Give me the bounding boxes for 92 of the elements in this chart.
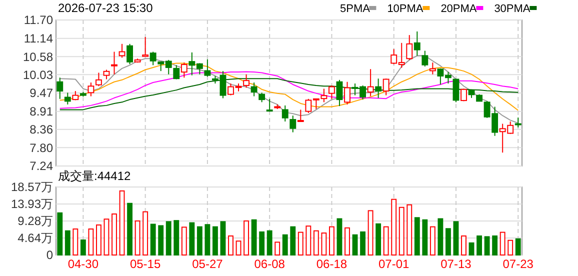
candlestick — [103, 69, 110, 80]
y-tick-label: 9.28万 — [18, 214, 53, 228]
x-tick-label: 05-15 — [130, 257, 161, 271]
legend-label: 20PMA — [440, 3, 478, 15]
bar — [259, 231, 265, 256]
candlestick — [429, 62, 436, 75]
candlestick — [452, 78, 460, 103]
candlestick — [96, 72, 102, 87]
candlestick — [382, 78, 390, 96]
y-tick-label: 10.58 — [22, 50, 54, 64]
candlestick — [250, 82, 258, 97]
bar — [174, 220, 180, 256]
bar — [515, 238, 521, 256]
bar — [166, 221, 172, 256]
candlestick — [266, 98, 273, 112]
candlestick — [406, 34, 413, 60]
bar — [414, 217, 420, 256]
candlestick — [375, 78, 382, 98]
candlestick — [328, 84, 335, 100]
bar — [251, 219, 257, 256]
y-tick-label: 7.80 — [30, 140, 54, 155]
bar — [422, 219, 428, 256]
legend-label: 5PMA — [340, 3, 371, 15]
bar — [376, 223, 382, 256]
bar — [266, 230, 272, 256]
x-tick-label: 07-01 — [378, 257, 410, 271]
x-tick-label: 06-18 — [316, 257, 348, 271]
candlestick — [297, 109, 304, 122]
bar — [282, 234, 288, 256]
legend-label: 30PMA — [494, 3, 531, 15]
y-tick-label: 10.03 — [22, 68, 54, 82]
bar — [438, 218, 444, 256]
candlestick — [514, 117, 522, 128]
bar — [336, 218, 342, 256]
y-tick-label: 7.24 — [30, 159, 54, 174]
bar — [290, 226, 296, 256]
y-tick-label: 11.14 — [24, 32, 54, 46]
bar — [57, 212, 63, 256]
candlestick — [282, 104, 288, 122]
candlestick — [180, 62, 188, 78]
bar — [360, 231, 366, 256]
x-tick-label: 07-23 — [502, 257, 534, 271]
bar — [468, 242, 474, 256]
bar — [446, 228, 451, 256]
bar — [453, 221, 459, 256]
bar — [212, 226, 218, 256]
x-tick-label: 06-08 — [254, 257, 286, 271]
candlestick — [126, 43, 133, 65]
candlestick — [56, 77, 64, 100]
y-tick-label: 18.57万 — [10, 180, 53, 194]
y-tick-label: 9.47 — [30, 86, 54, 100]
bar — [352, 234, 358, 256]
y-tick-label: 8.36 — [30, 122, 54, 137]
y-tick-label: 13.93万 — [10, 197, 53, 212]
bar — [196, 226, 202, 256]
bar — [80, 239, 86, 256]
bar — [127, 202, 132, 256]
bar — [204, 224, 210, 256]
y-tick-label: 0 — [46, 248, 54, 262]
candlestick — [367, 68, 374, 97]
candlestick — [258, 92, 266, 103]
candlestick — [150, 51, 156, 66]
candlestick — [414, 30, 420, 56]
bar — [476, 235, 482, 256]
candlestick — [290, 115, 296, 133]
candlestick — [336, 79, 343, 107]
chart-title: 2026-07-23 15:30 — [58, 1, 154, 15]
candlestick — [64, 92, 71, 105]
candlestick — [111, 51, 118, 75]
x-tick-label: 04-30 — [68, 257, 99, 271]
bar — [150, 224, 156, 256]
candlestick — [142, 36, 149, 57]
x-tick-label: 05-27 — [192, 257, 224, 271]
chart-title: 成交量:44412 — [58, 169, 132, 183]
bar — [64, 230, 70, 256]
bar — [220, 221, 226, 256]
y-tick-label: 4.64万 — [18, 231, 53, 246]
y-tick-label: 8.91 — [30, 104, 54, 119]
candlestick — [460, 88, 467, 102]
bar — [492, 235, 498, 256]
candlestick — [88, 82, 94, 97]
y-tick-label: 11.70 — [24, 13, 54, 28]
candlestick — [204, 58, 211, 78]
candlestick — [243, 74, 250, 88]
candlestick — [173, 64, 180, 80]
candlestick — [344, 81, 350, 105]
candlestick — [422, 50, 428, 67]
bar — [484, 236, 490, 256]
x-tick-label: 07-13 — [440, 257, 472, 271]
legend-label: 10PMA — [387, 3, 424, 15]
bar — [158, 225, 164, 256]
bar — [189, 222, 195, 256]
